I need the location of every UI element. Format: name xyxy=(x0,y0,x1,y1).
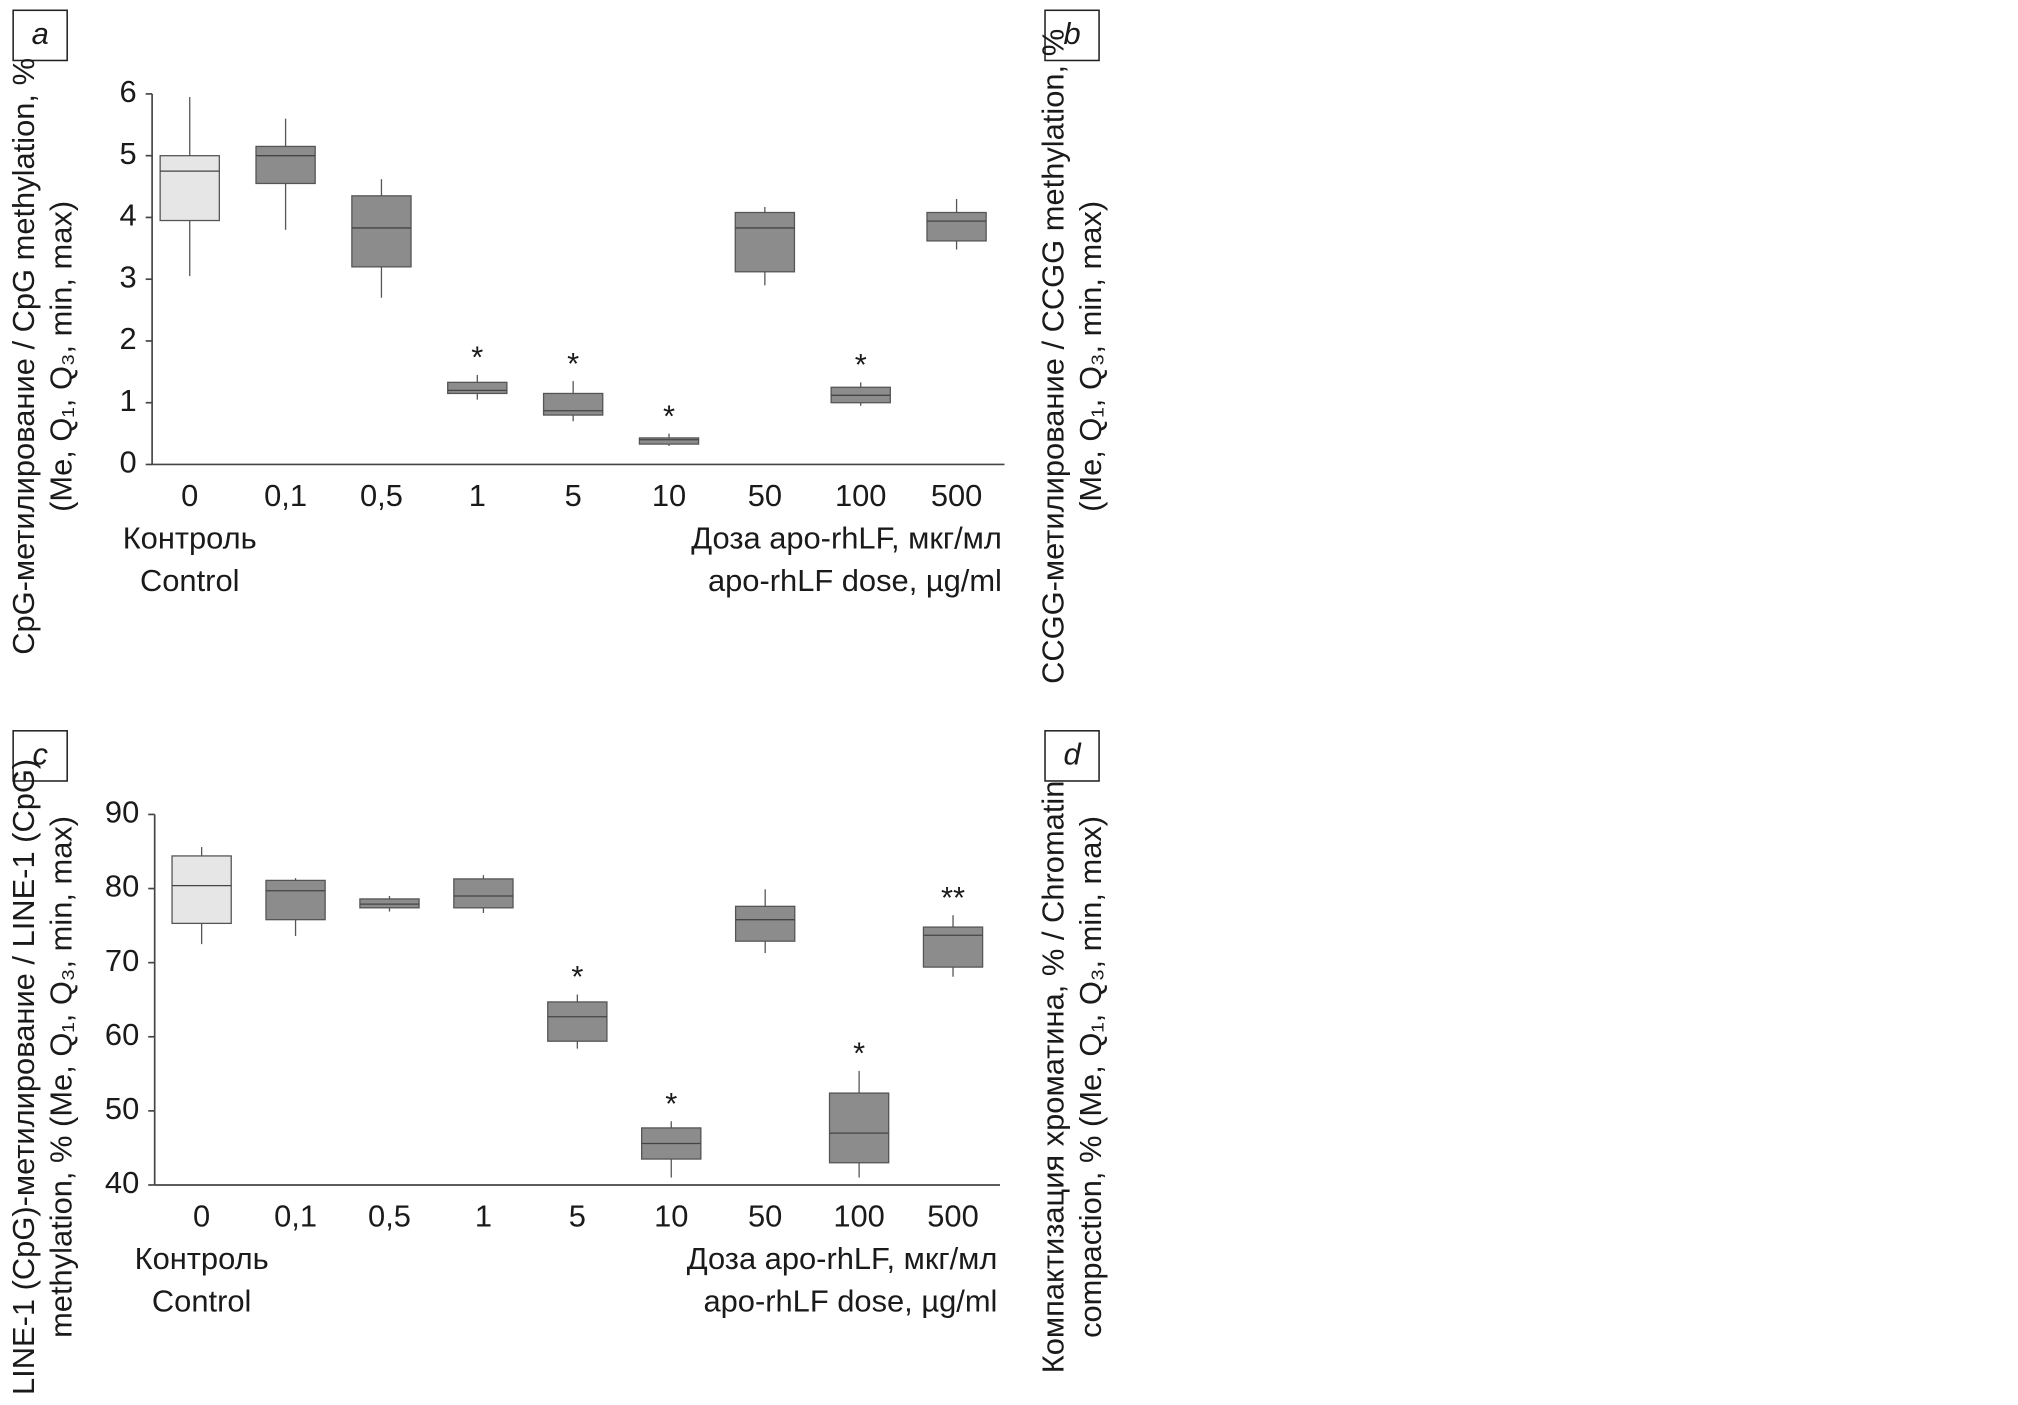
significance: * xyxy=(853,1036,865,1071)
y-axis-title: (Me, Q₁, Q₃, min, max) xyxy=(43,201,78,512)
x-tick-label: 10 xyxy=(654,1199,688,1234)
significance: * xyxy=(471,340,483,375)
panel-label: c xyxy=(32,737,48,772)
box xyxy=(547,1001,608,1042)
panel-label-box xyxy=(1044,9,1100,62)
y-tick-label: 0 xyxy=(119,445,136,480)
y-tick-label: 50 xyxy=(105,1091,139,1126)
group-label: Контроль xyxy=(135,1241,269,1276)
x-tick-label: 500 xyxy=(927,1199,979,1234)
group-label: Контроль xyxy=(123,521,257,556)
significance: ** xyxy=(941,880,965,915)
y-tick-label: 5 xyxy=(119,136,136,171)
box xyxy=(638,437,700,445)
box xyxy=(171,855,232,925)
y-axis-title: compaction, % (Me, Q₁, Q₃, min, max) xyxy=(1073,816,1108,1338)
box xyxy=(159,155,220,222)
panel-label-box xyxy=(1044,730,1100,782)
box xyxy=(926,211,987,242)
box xyxy=(255,145,316,185)
x-tick-label: 0 xyxy=(193,1199,210,1234)
x-tick-label: 0,1 xyxy=(264,478,307,513)
x-tick-label: 0,1 xyxy=(274,1199,317,1234)
box xyxy=(359,898,420,909)
x-tick-label: 0 xyxy=(181,478,198,513)
y-tick-label: 70 xyxy=(105,943,139,978)
y-axis-title: LINE-1 (CpG)-метилирование / LINE-1 (CpG… xyxy=(6,759,41,1395)
y-tick-label: 80 xyxy=(105,869,139,904)
y-axis-title: CpG-метилирование / CpG methylation, % xyxy=(6,58,41,655)
panel-label-box xyxy=(12,730,68,782)
y-axis-title: CCGG-метилирование / CCGG methylation, % xyxy=(1035,29,1070,684)
box xyxy=(734,905,796,942)
box xyxy=(828,1092,890,1164)
x-tick-label: 5 xyxy=(565,478,582,513)
y-tick-label: 3 xyxy=(119,259,136,294)
y-axis-title: (Me, Q₁, Q₃, min, max) xyxy=(1073,201,1108,512)
group-label: Control xyxy=(152,1284,251,1319)
box xyxy=(542,392,604,416)
x-axis-title: apo-rhLF dose, µg/ml xyxy=(708,563,1002,598)
significance: * xyxy=(663,398,675,433)
x-tick-label: 50 xyxy=(748,1199,782,1234)
panel-label: a xyxy=(32,16,49,51)
x-tick-label: 100 xyxy=(835,478,886,513)
panel-label: b xyxy=(1063,16,1080,51)
y-tick-label: 6 xyxy=(119,74,136,109)
x-tick-label: 100 xyxy=(833,1199,885,1234)
x-axis-title: Доза apo-rhLF, мкг/мл xyxy=(691,521,1002,556)
x-tick-label: 500 xyxy=(931,478,983,513)
group-label: Control xyxy=(140,563,239,598)
x-tick-label: 1 xyxy=(475,1199,492,1234)
x-tick-label: 0,5 xyxy=(360,478,403,513)
panel: a 0 1 2 3 4 5 6 CpG-метилирование / CpG methylat… xyxy=(6,9,1005,655)
box xyxy=(351,195,412,268)
significance: * xyxy=(567,346,579,381)
panel-label-box xyxy=(12,9,68,62)
y-tick-label: 60 xyxy=(105,1017,139,1052)
significance: * xyxy=(665,1086,677,1121)
panel: b404550556065707580CCGG-метилирование / … xyxy=(1035,9,1108,684)
y-axis-title: methylation, % (Me, Q₁, Q₃, min, max) xyxy=(43,816,78,1338)
panel: d82848688909294Компактизация хроматина, … xyxy=(1035,730,1108,1374)
significance: * xyxy=(571,959,583,994)
box xyxy=(922,926,984,968)
x-axis-title: apo-rhLF dose, µg/ml xyxy=(703,1284,997,1319)
significance: * xyxy=(855,347,867,382)
box xyxy=(265,879,326,921)
y-tick-label: 2 xyxy=(119,321,136,356)
box xyxy=(447,381,508,395)
y-tick-label: 1 xyxy=(119,383,136,418)
panel-label: d xyxy=(1063,737,1081,772)
x-axis-title: Доза apo-rhLF, мкг/мл xyxy=(687,1241,998,1276)
x-tick-label: 10 xyxy=(652,478,686,513)
x-tick-label: 50 xyxy=(748,478,782,513)
x-tick-label: 5 xyxy=(569,1199,586,1234)
y-tick-label: 90 xyxy=(105,795,139,830)
y-tick-label: 40 xyxy=(105,1165,139,1200)
y-tick-label: 4 xyxy=(119,198,136,233)
x-tick-label: 1 xyxy=(469,478,486,513)
y-axis-title: Компактизация хроматина, % / Chromatin xyxy=(1035,781,1070,1374)
box xyxy=(734,211,796,273)
x-tick-label: 0,5 xyxy=(368,1199,411,1234)
box xyxy=(453,878,514,909)
